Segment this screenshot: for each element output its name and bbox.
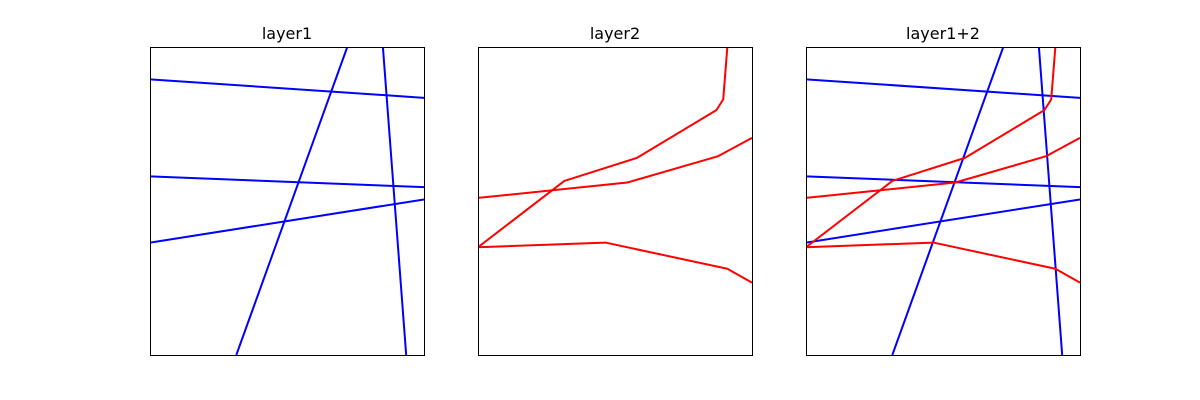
series-line-1: [150, 78, 424, 99]
series-group: [150, 47, 424, 355]
chart-title: layer1: [262, 24, 312, 43]
chart-panel-3: layer1+2: [806, 24, 1081, 356]
series-line-4: [891, 47, 1005, 355]
chart-panel-2: layer2: [478, 24, 753, 356]
series-line-8: [806, 241, 1080, 284]
axes-frame: [150, 47, 425, 356]
series-line-4: [235, 47, 349, 355]
series-group: [478, 47, 752, 284]
series-line-5: [1037, 47, 1064, 355]
chart-title: layer2: [590, 24, 640, 43]
series-line-3: [806, 198, 1080, 244]
axes-frame: [478, 47, 753, 356]
series-line-2: [150, 175, 424, 189]
chart-title: layer1+2: [906, 24, 980, 43]
series-line-3: [478, 241, 752, 284]
series-line-6: [806, 136, 1080, 199]
series-line-1: [478, 136, 752, 199]
series-line-2: [806, 175, 1080, 189]
series-line-2: [478, 47, 729, 248]
series-line-3: [150, 198, 424, 244]
series-line-7: [806, 47, 1057, 248]
series-line-1: [806, 78, 1080, 99]
panels: layer1 layer2 layer1+2: [150, 24, 1081, 356]
chart-panel-1: layer1: [150, 24, 425, 356]
series-line-5: [381, 47, 408, 355]
axes-frame: [806, 47, 1081, 356]
series-group: [806, 47, 1080, 355]
